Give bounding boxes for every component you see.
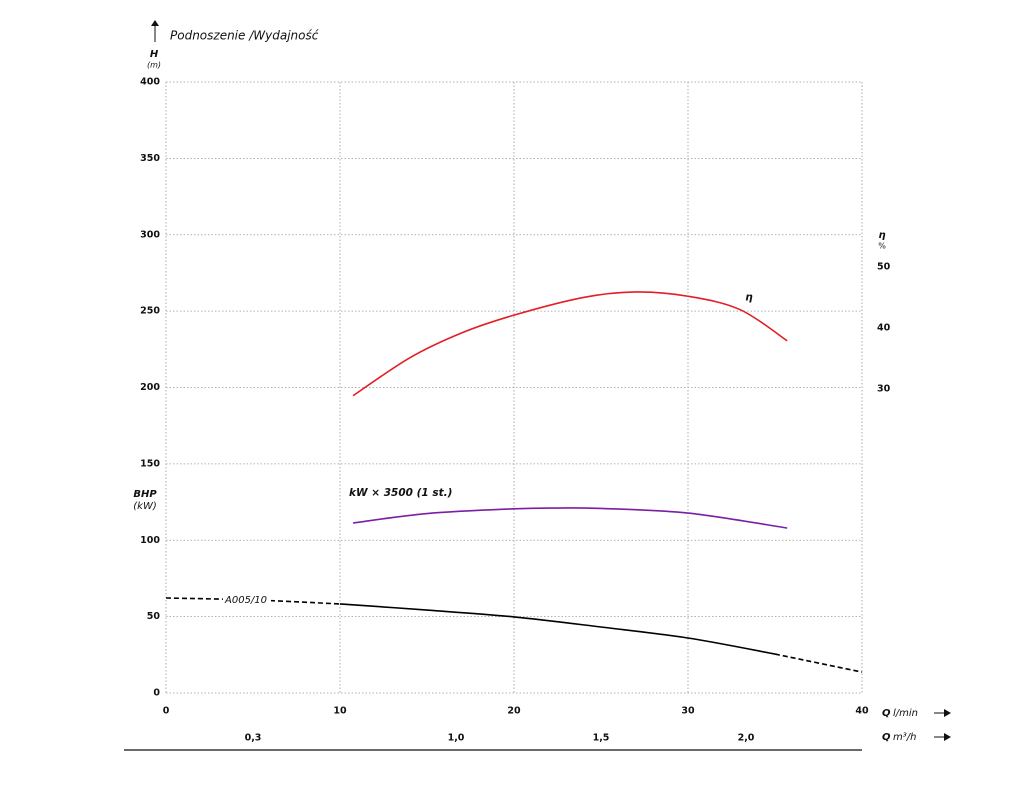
x-tick-label: 10	[333, 706, 347, 717]
y2-tick-label: 30	[877, 384, 891, 395]
x2-unit: m³/h	[893, 732, 916, 743]
y-tick-label: 50	[147, 611, 161, 622]
x-tick-label: 0	[163, 706, 170, 717]
label-bg	[223, 592, 271, 607]
series-line	[165, 597, 341, 605]
x-arrow-head	[944, 709, 951, 717]
y-tick-label: 350	[140, 153, 160, 164]
x2-arrow-head	[944, 733, 951, 741]
y-unit: (m)	[147, 61, 161, 70]
y-tick-label: 250	[140, 306, 160, 317]
series-label: kW × 3500 (1 st.)	[349, 487, 452, 499]
y-arrow-head	[151, 20, 159, 26]
y2-unit: %	[878, 242, 886, 251]
y-tick-label: 150	[140, 458, 160, 469]
x2-tick-label: 1,0	[448, 733, 465, 744]
y-label: H	[150, 49, 159, 60]
y2-tick-label: 40	[877, 322, 891, 333]
chart-title: Podnoszenie /Wydajność	[170, 29, 319, 43]
series-line	[352, 291, 788, 397]
series-line	[774, 653, 863, 673]
x2-tick-label: 1,5	[593, 733, 610, 744]
x2-label: Q	[882, 732, 891, 743]
y-tick-label: 0	[153, 688, 160, 699]
bhp-unit: (kW)	[133, 501, 156, 512]
y2-label: η	[878, 230, 885, 241]
y-tick-label: 400	[140, 77, 160, 88]
x-tick-label: 40	[855, 706, 869, 717]
x-tick-label: 30	[681, 706, 695, 717]
y2-tick-label: 50	[877, 261, 891, 272]
x2-tick-label: 0,3	[245, 733, 262, 744]
bhp-label: BHP	[133, 489, 157, 500]
y-tick-label: 200	[140, 382, 160, 393]
x2-tick-label: 2,0	[738, 733, 755, 744]
x-tick-label: 20	[507, 706, 521, 717]
x-label: Q	[882, 708, 891, 719]
series-label: η	[745, 292, 753, 304]
y-tick-label: 300	[140, 229, 160, 240]
series-line	[339, 603, 776, 655]
y-tick-label: 100	[140, 535, 160, 546]
series-line	[352, 507, 788, 529]
x-unit: l/min	[893, 708, 918, 719]
series-label: A005/10	[224, 595, 267, 606]
